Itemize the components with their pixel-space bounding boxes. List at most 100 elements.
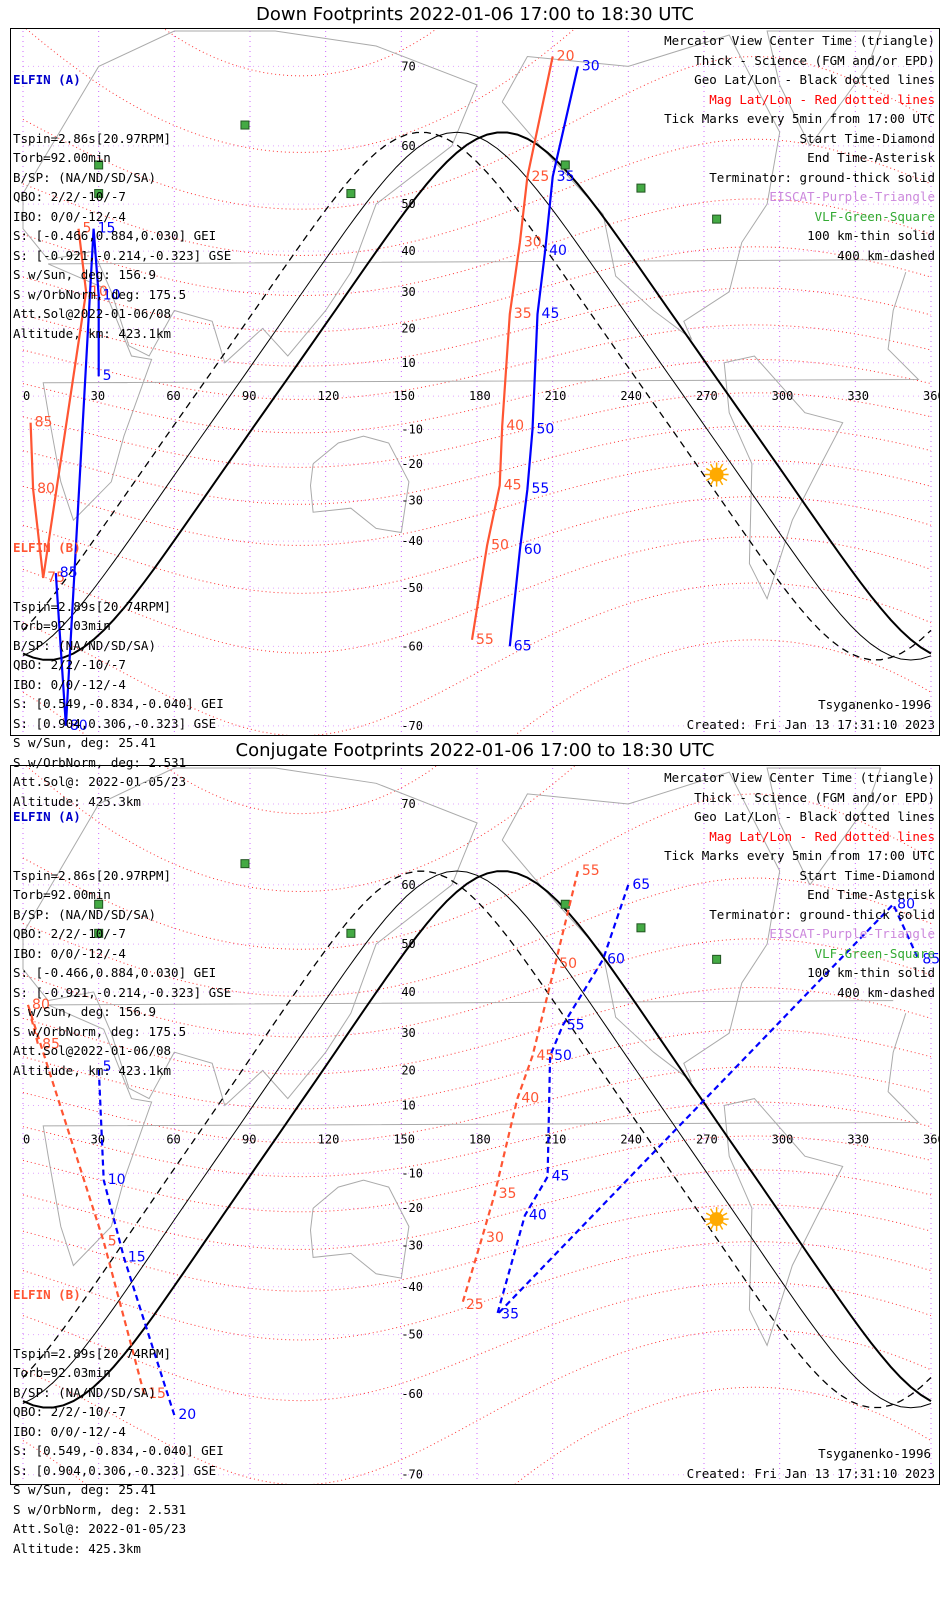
lon-tick-label: 120 — [318, 389, 340, 403]
mag-lat-curve — [22, 55, 932, 210]
legend-item: Geo Lat/Lon - Black dotted lines — [694, 809, 935, 824]
track-tick-label: 20 — [178, 1407, 196, 1423]
mag-lat-curve — [22, 246, 932, 333]
info-line: S: [-0.466,0.884,0.030] GEI — [13, 965, 217, 980]
map-canvas: 0 30 60 90 120 150 180 210 240 270 300 330 360 70 60 50… — [22, 29, 939, 735]
track-tick-label: 65 — [514, 638, 532, 654]
track-tick-label: 25 — [531, 169, 549, 185]
elfin-b-track — [29, 228, 88, 579]
track-tick-label: 80 — [897, 896, 915, 912]
coastline — [766, 30, 882, 147]
track-tick-label: 50 — [536, 421, 554, 437]
elfin-b-track — [460, 870, 579, 1306]
track-tick-label: 55 — [531, 481, 549, 497]
mag-lat-curve — [22, 1028, 932, 1110]
info-line: Att.Sol@: 2022-01-05/23 — [13, 774, 187, 789]
legend: Mercator View Center Time (triangle) Thic… — [664, 31, 935, 265]
info-line: Tspin=2.86s[20.97RPM] — [13, 130, 172, 146]
legend-item: Mercator View Center Time (triangle) — [664, 33, 935, 48]
track-tick-label: 5 — [103, 368, 112, 384]
track-tick-label: 65 — [632, 877, 650, 893]
track-tick-label: 55 — [567, 1017, 585, 1033]
legend-item: Start Time-Diamond — [799, 867, 935, 883]
lat-tick-label: -50 — [401, 581, 423, 595]
vlf-station-icon — [94, 189, 104, 199]
track-tick-label: 45 — [552, 1169, 570, 1185]
lon-tick-label: 30 — [91, 389, 105, 403]
track-tick-label: 50 — [491, 537, 509, 553]
elfin-b-track — [26, 1004, 146, 1395]
info-line: Tspin=2.89s[20.74RPM] — [13, 1345, 172, 1361]
elfin-a-lines: Tspin=2.86s[20.97RPM] Torb=92.00min B/SP: … — [13, 129, 231, 344]
coastline — [42, 1000, 920, 1267]
terminator-400km — [22, 870, 932, 1409]
track-tick-label: 35 — [557, 169, 575, 185]
lat-tick-label: -70 — [401, 719, 423, 733]
lat-tick-label: 70 — [401, 797, 415, 811]
elfin-a-info: ELFIN (A) Tspin=2.86s[20.97RPM] Torb=92.0… — [13, 31, 231, 382]
mag-lat-curve — [22, 1204, 932, 1292]
track-tick-label: 85 — [922, 951, 939, 967]
elfin-a-track — [508, 66, 579, 647]
legend-item: Thick - Science (FGM and/or EPD) — [694, 789, 935, 805]
vlf-station-icon — [94, 160, 104, 170]
info-line: B/SP: (NA/ND/SD/SA) — [13, 637, 156, 653]
map-panel-down: 0 30 60 90 120 150 180 210 240 270 300 330 360 70 60 50… — [10, 28, 940, 809]
legend-item: Tick Marks every 5min from 17:00 UTC — [664, 848, 935, 863]
coastline — [723, 355, 844, 601]
info-line: Tspin=2.86s[20.97RPM] — [13, 867, 172, 883]
lon-tick-label: 90 — [242, 389, 256, 403]
elfin-b-lines: Tspin=2.89s[20.74RPM] Torb=92.03min B/SP: … — [13, 1344, 224, 1559]
lon-tick-label: 0 — [23, 1132, 30, 1146]
track-tick-label: 80 — [37, 481, 55, 497]
lat-tick-label: 70 — [401, 59, 415, 73]
info-line: Torb=92.00min — [13, 887, 111, 902]
lon-tick-label: 270 — [696, 389, 718, 403]
track-tick-label: 25 — [466, 1297, 484, 1313]
lat-tick-label: -40 — [401, 1280, 423, 1294]
info-line: S: [0.549,-0.834,-0.040] GEI — [13, 1443, 224, 1458]
track-tick-label: 30 — [486, 1230, 504, 1246]
panel-2-title: Conjugate Footprints 2022-01-06 17:00 to… — [235, 740, 715, 761]
legend-item: Terminator: ground-thick solid — [709, 906, 935, 922]
lat-tick-label: -30 — [401, 1239, 423, 1253]
track-tick-label: 55 — [582, 863, 600, 879]
coastline — [42, 259, 920, 522]
info-line: S w/OrbNorm, deg: 175.5 — [13, 1023, 187, 1039]
track-tick-label: 80 — [70, 718, 88, 734]
vlf-station-icon — [240, 120, 250, 130]
track-tick-label: 35 — [514, 306, 532, 322]
lon-tick-label: 360 — [923, 1132, 939, 1146]
lat-tick-label: -40 — [401, 534, 423, 548]
info-line: QBO: 2/2/-10/-7 — [13, 189, 126, 204]
lat-tick-label: -60 — [401, 1387, 423, 1401]
lon-tick-label: 210 — [545, 389, 567, 403]
mag-lat-curve — [22, 1328, 932, 1484]
coastline — [309, 1179, 410, 1279]
info-line: Altitude: 425.3km — [13, 1540, 141, 1556]
lat-tick-label: 60 — [401, 878, 415, 892]
lon-tick-label: 270 — [696, 1132, 718, 1146]
vlf-station-icon — [636, 923, 646, 933]
lon-tick-label: 300 — [772, 1132, 794, 1146]
sun-icon — [709, 467, 724, 482]
legend-item: EISCAT-Purple-Triangle — [769, 189, 935, 204]
panel-1-title: Down Footprints 2022-01-06 17:00 to 18:3… — [256, 4, 694, 25]
mag-lat-curve — [22, 1241, 932, 1341]
info-line: QBO: 2/2/-10/-7 — [13, 657, 126, 672]
track-tick-label: 10 — [108, 1172, 126, 1188]
lat-tick-label: 30 — [401, 285, 415, 299]
elfin-a-info: ELFIN (A) Tspin=2.86s[20.97RPM] Torb=92.0… — [13, 768, 231, 1119]
coastline — [723, 1098, 844, 1347]
mag-lat-curve — [163, 766, 438, 815]
info-line: QBO: 2/2/-10/-7 — [13, 1404, 126, 1419]
legend-item: EISCAT-Purple-Triangle — [769, 926, 935, 941]
mag-lat-curve — [22, 536, 932, 654]
track-tick-label: 15 — [128, 1249, 146, 1265]
track-tick-label: 35 — [501, 1306, 519, 1322]
legend-item: 100 km-thin solid — [807, 965, 935, 980]
map-panel-conjugate: 0 30 60 90 120 150 180 210 240 270 300 330 360 70 60 50… — [10, 765, 940, 1556]
track-tick-label: 45 — [504, 477, 522, 493]
legend-item: End Time-Asterisk — [807, 150, 935, 165]
track-tick-label: 40 — [521, 1091, 539, 1107]
